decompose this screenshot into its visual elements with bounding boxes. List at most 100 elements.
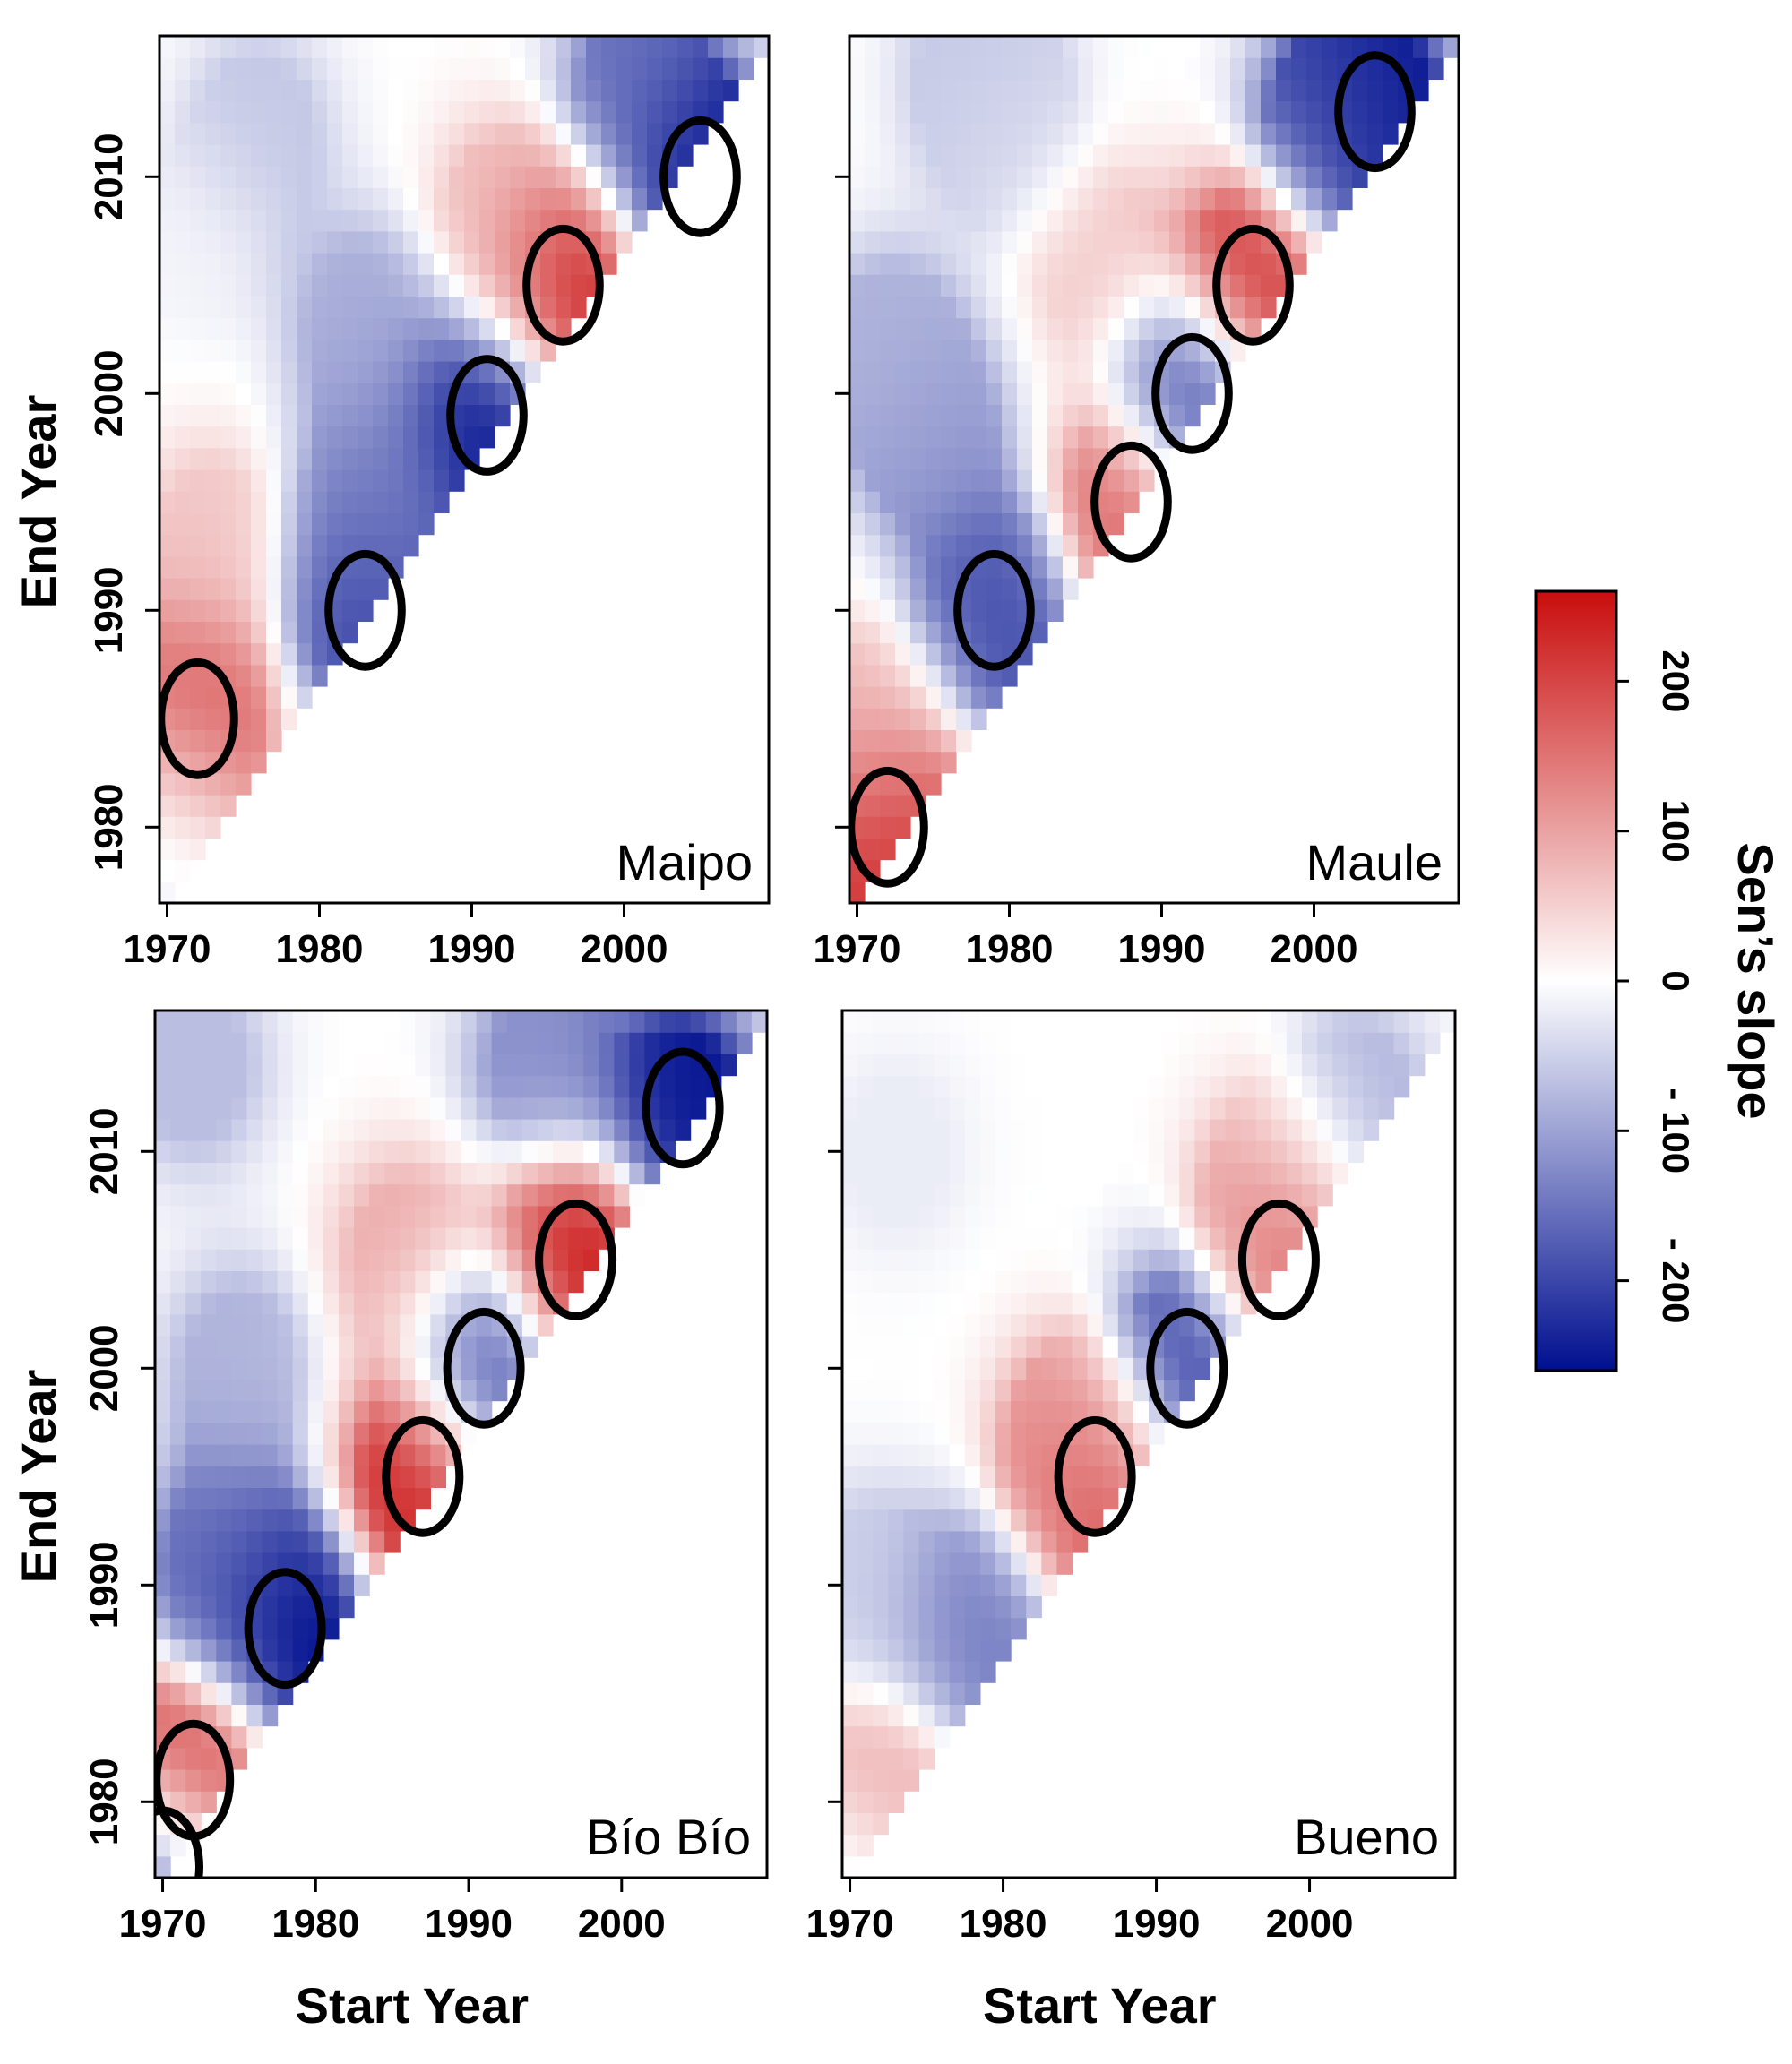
heatmap-cell bbox=[175, 79, 191, 102]
heatmap-cell bbox=[201, 1205, 217, 1228]
heatmap-cell bbox=[556, 187, 572, 211]
heatmap-cell bbox=[647, 122, 663, 145]
heatmap-cell bbox=[1179, 1270, 1195, 1294]
heatmap-cell bbox=[231, 1292, 248, 1315]
heatmap-cell bbox=[1041, 1336, 1057, 1358]
heatmap-cell bbox=[246, 1140, 263, 1163]
heatmap-cell bbox=[857, 1010, 874, 1033]
heatmap-cell bbox=[1102, 1119, 1119, 1141]
heatmap-cell bbox=[880, 578, 896, 600]
heatmap-cell bbox=[277, 1530, 294, 1553]
heatmap-cell bbox=[941, 296, 957, 319]
heatmap-cell bbox=[842, 1096, 858, 1120]
heatmap-cell bbox=[434, 426, 450, 449]
heatmap-cell bbox=[170, 1466, 186, 1488]
heatmap-cell bbox=[949, 1509, 966, 1532]
heatmap-cell bbox=[476, 1140, 493, 1163]
heatmap-cell bbox=[236, 426, 252, 449]
heatmap-cell bbox=[1139, 36, 1155, 58]
heatmap-cell bbox=[403, 166, 419, 188]
heatmap-cell bbox=[918, 1466, 935, 1488]
heatmap-cell bbox=[880, 599, 896, 622]
heatmap-cell bbox=[1102, 1010, 1119, 1033]
heatmap-cell bbox=[910, 426, 926, 449]
heatmap-cell bbox=[1200, 57, 1216, 80]
heatmap-cell bbox=[1255, 1183, 1272, 1207]
heatmap-cell bbox=[918, 1162, 935, 1185]
heatmap-cell bbox=[888, 1466, 904, 1488]
heatmap-cell bbox=[201, 1032, 217, 1054]
heatmap-cell bbox=[910, 751, 926, 774]
heatmap-cell bbox=[1041, 1400, 1057, 1423]
heatmap-cell bbox=[880, 426, 896, 449]
heatmap-cell bbox=[857, 1682, 874, 1705]
heatmap-cell bbox=[175, 642, 191, 666]
heatmap-cell bbox=[297, 361, 313, 383]
heatmap-cell bbox=[220, 57, 237, 80]
heatmap-cell bbox=[1026, 1530, 1042, 1553]
heatmap-cell bbox=[307, 1313, 324, 1337]
contour-line bbox=[1334, 51, 1416, 173]
heatmap-cell bbox=[586, 36, 602, 58]
heatmap-cell bbox=[1185, 144, 1201, 167]
heatmap-cell bbox=[1164, 1336, 1180, 1358]
heatmap-cell bbox=[479, 144, 495, 167]
heatmap-cell bbox=[888, 1509, 904, 1532]
heatmap-cell bbox=[629, 1183, 645, 1207]
heatmap-cell bbox=[1032, 79, 1048, 102]
heatmap-cell bbox=[1322, 166, 1338, 188]
heatmap-cell bbox=[201, 1552, 217, 1575]
heatmap-cell bbox=[934, 1096, 951, 1120]
heatmap-cell bbox=[312, 447, 328, 470]
heatmap-cell bbox=[403, 383, 419, 405]
heatmap-cell bbox=[926, 79, 942, 102]
heatmap-cell bbox=[1087, 1075, 1104, 1098]
heatmap-cell bbox=[1011, 1054, 1027, 1077]
heatmap-cell bbox=[190, 404, 206, 427]
heatmap-cell bbox=[307, 1336, 324, 1358]
heatmap-cell bbox=[338, 1313, 355, 1337]
heatmap-cell bbox=[1087, 1466, 1104, 1488]
heatmap-cell bbox=[910, 187, 926, 211]
heatmap-cell bbox=[873, 1032, 889, 1054]
heatmap-cell bbox=[175, 36, 191, 58]
heatmap-cell bbox=[415, 1054, 431, 1077]
heatmap-cell bbox=[880, 79, 896, 102]
heatmap-cell bbox=[358, 230, 374, 254]
heatmap-cell bbox=[1078, 36, 1094, 58]
heatmap-cell bbox=[1363, 1032, 1380, 1054]
heatmap-cell bbox=[292, 1552, 309, 1575]
contour-line bbox=[535, 1199, 617, 1320]
heatmap-cell bbox=[964, 1010, 981, 1033]
heatmap-cell bbox=[1255, 1054, 1272, 1077]
heatmap-cell bbox=[1047, 361, 1064, 383]
heatmap-cell bbox=[873, 1292, 889, 1315]
heatmap-cell bbox=[1200, 100, 1216, 124]
heatmap-cell bbox=[986, 686, 1003, 709]
heatmap-cell bbox=[601, 122, 617, 145]
heatmap-cell bbox=[231, 1119, 248, 1141]
heatmap-cell bbox=[1317, 1054, 1333, 1077]
basin-label: Bueno bbox=[1294, 1809, 1439, 1865]
heatmap-cell bbox=[297, 404, 313, 427]
heatmap-cell bbox=[323, 1466, 340, 1488]
heatmap-cell bbox=[510, 339, 526, 362]
heatmap-cell bbox=[292, 1140, 309, 1163]
heatmap-cell bbox=[873, 1357, 889, 1380]
heatmap-cell bbox=[1124, 209, 1140, 232]
heatmap-cell bbox=[205, 491, 221, 513]
heatmap-cell bbox=[476, 1075, 493, 1098]
heatmap-cell bbox=[964, 1075, 981, 1098]
heatmap-cell bbox=[155, 1032, 171, 1054]
heatmap-cell bbox=[292, 1638, 309, 1662]
heatmap-cell bbox=[369, 1552, 385, 1575]
heatmap-cell bbox=[1225, 1032, 1242, 1054]
heatmap-cell bbox=[888, 1617, 904, 1640]
heatmap-cell bbox=[910, 447, 926, 470]
heatmap-cell bbox=[964, 1487, 981, 1510]
heatmap-cell bbox=[1139, 144, 1155, 167]
heatmap-cell bbox=[175, 447, 191, 470]
heatmap-cell bbox=[918, 1379, 935, 1402]
heatmap-cell bbox=[491, 1270, 508, 1294]
heatmap-cell bbox=[479, 426, 495, 449]
